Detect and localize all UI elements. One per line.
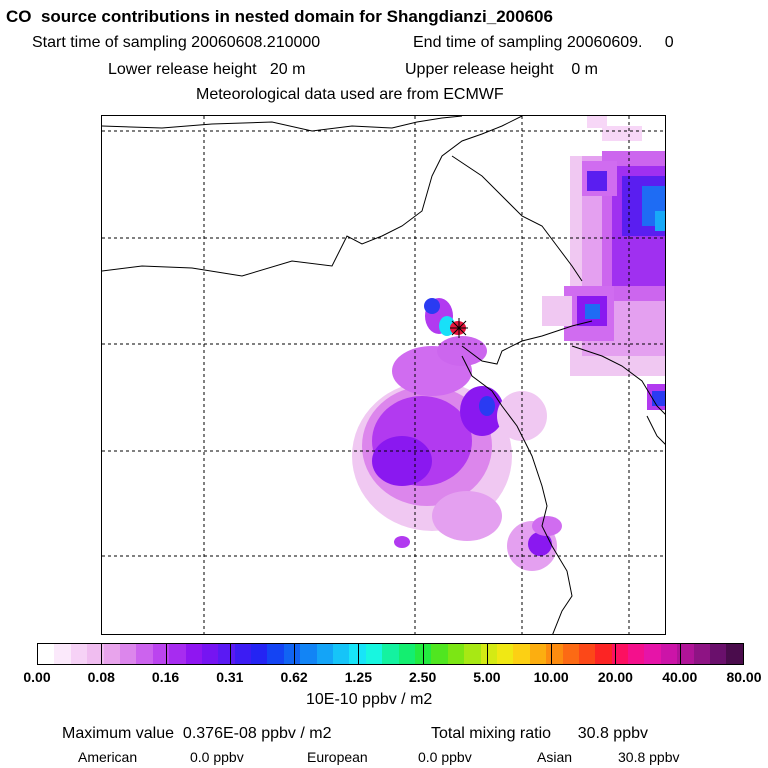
- colorbar-swatch: [513, 644, 530, 664]
- colorbar-swatch: [169, 644, 186, 664]
- colorbar-swatch: [710, 644, 727, 664]
- colorbar-swatch: [136, 644, 153, 664]
- gridlines: [102, 116, 665, 634]
- colorbar-swatch: [578, 644, 596, 664]
- colorbar-tick-label: 40.00: [662, 669, 698, 685]
- colorbar-tick-label: 2.50: [409, 669, 437, 685]
- colorbar-swatch: [38, 644, 55, 664]
- star-icon: [450, 318, 468, 338]
- colorbar-tick-line: [101, 644, 103, 664]
- colorbar-swatch: [218, 644, 235, 664]
- colorbar-swatch: [562, 644, 579, 664]
- colorbar-tick-line: [551, 644, 553, 664]
- colorbar-swatch: [201, 644, 219, 664]
- colorbar-swatch: [103, 644, 120, 664]
- colorbar-swatch: [529, 644, 547, 664]
- colorbar-tick-label: 20.00: [597, 669, 633, 685]
- plume-central: [424, 298, 466, 336]
- colorbar-swatch: [628, 644, 645, 664]
- colorbar-swatch: [349, 644, 366, 664]
- colorbar-swatch: [693, 644, 711, 664]
- colorbar-swatch: [87, 644, 104, 664]
- lower-release-label: Lower release height 20 m: [108, 61, 306, 78]
- colorbar-tick-label: 0.00: [23, 669, 51, 685]
- asian-value: 30.8 ppbv: [618, 749, 680, 765]
- upper-release-label: Upper release height 0 m: [405, 61, 598, 78]
- meteo-source-label: Meteorological data used are from ECMWF: [196, 86, 504, 103]
- colorbar-swatch: [431, 644, 448, 664]
- colorbar-swatch: [152, 644, 170, 664]
- colorbar-tick-label: 0.62: [280, 669, 308, 685]
- colorbar-tick-label: 80.00: [726, 669, 762, 685]
- coastlines: [102, 116, 665, 634]
- colorbar-tick-line: [615, 644, 617, 664]
- colorbar-tick-line: [294, 644, 296, 664]
- asian-label: Asian: [537, 749, 573, 765]
- colorbar-swatch: [480, 644, 497, 664]
- colorbar-tick-line: [165, 644, 167, 664]
- colorbar-swatch: [300, 644, 317, 664]
- colorbar-swatch: [283, 644, 301, 664]
- colorbar-tick-line: [422, 644, 424, 664]
- start-time-label: Start time of sampling 20060608.210000: [32, 34, 321, 51]
- colorbar-swatch: [644, 644, 661, 664]
- colorbar-swatch: [595, 644, 612, 664]
- colorbar-swatch: [726, 644, 743, 664]
- colorbar-swatch: [464, 644, 481, 664]
- colorbar: [37, 643, 744, 665]
- colorbar-swatch: [54, 644, 71, 664]
- colorbar-tick-line: [679, 644, 681, 664]
- colorbar-swatch: [611, 644, 629, 664]
- american-label: American: [78, 749, 138, 765]
- colorbar-swatch: [546, 644, 563, 664]
- map-panel: [101, 115, 666, 635]
- colorbar-tick-label: 0.08: [87, 669, 115, 685]
- colorbar-swatch: [496, 644, 514, 664]
- plume-east: [542, 116, 665, 410]
- colorbar-tick-label: 5.00: [473, 669, 501, 685]
- colorbar-tick-label: 10.00: [533, 669, 569, 685]
- total-mixing-label: Total mixing ratio 30.8 ppbv: [431, 725, 648, 742]
- end-time-label: End time of sampling 20060609. 0: [413, 34, 674, 51]
- colorbar-swatch: [267, 644, 284, 664]
- colorbar-tick-label: 0.31: [216, 669, 244, 685]
- american-value: 0.0 ppbv: [190, 749, 244, 765]
- colorbar-swatch: [316, 644, 334, 664]
- colorbar-swatch: [185, 644, 202, 664]
- colorbar-swatch: [333, 644, 350, 664]
- colorbar-swatch: [251, 644, 268, 664]
- colorbar-swatch: [234, 644, 252, 664]
- colorbar-swatch: [447, 644, 465, 664]
- map-canvas: [102, 116, 665, 634]
- colorbar-swatch: [365, 644, 383, 664]
- plot-title: CO source contributions in nested domain…: [6, 7, 553, 26]
- colorbar-swatch: [382, 644, 399, 664]
- european-label: European: [307, 749, 368, 765]
- colorbar-tick-line: [229, 644, 231, 664]
- colorbar-tick-line: [486, 644, 488, 664]
- colorbar-swatch: [70, 644, 88, 664]
- colorbar-swatch: [398, 644, 415, 664]
- colorbar-unit: 10E-10 ppbv / m2: [306, 691, 433, 708]
- colorbar-swatch: [677, 644, 694, 664]
- max-value-label: Maximum value 0.376E-08 ppbv / m2: [62, 725, 332, 742]
- european-value: 0.0 ppbv: [418, 749, 472, 765]
- colorbar-tick-label: 1.25: [344, 669, 372, 685]
- colorbar-swatch: [119, 644, 137, 664]
- colorbar-swatch: [660, 644, 678, 664]
- colorbar-tick-label: 0.16: [151, 669, 180, 685]
- colorbar-tick-line: [358, 644, 360, 664]
